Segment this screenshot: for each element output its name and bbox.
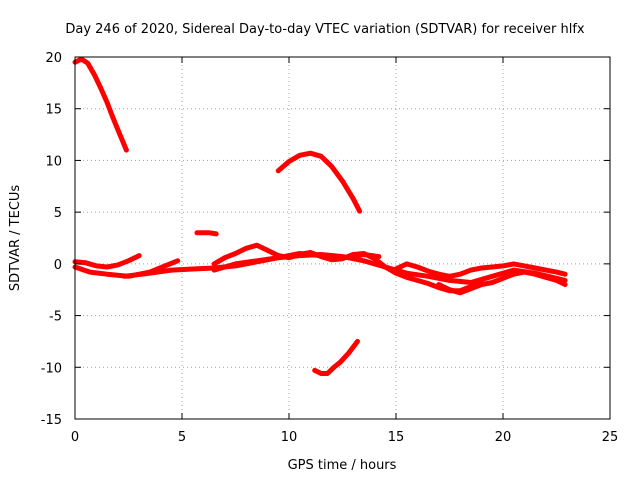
x-tick-label: 20 — [495, 430, 512, 445]
y-tick-label: 10 — [45, 154, 62, 169]
ticks — [74, 56, 611, 420]
grid — [75, 57, 610, 419]
y-tick-label: -5 — [49, 310, 62, 325]
y-tick-label: 5 — [54, 206, 62, 221]
y-tick-labels: -15 -10 -5 0 5 10 15 20 — [41, 51, 62, 428]
series-layer — [72, 56, 568, 376]
series-arc-2 — [275, 150, 363, 214]
x-tick-label: 10 — [281, 430, 298, 445]
x-tick-label: 5 — [178, 430, 186, 445]
x-tick-label: 25 — [602, 430, 619, 445]
series-arc-3 — [194, 230, 219, 237]
y-tick-label: -15 — [41, 413, 62, 428]
series-arc-9 — [211, 252, 568, 285]
x-tick-label: 15 — [388, 430, 405, 445]
series-arc-5 — [72, 253, 142, 270]
y-axis-title: SDTVAR / TECUs — [8, 185, 23, 292]
x-tick-labels: 0 5 10 15 20 25 — [71, 430, 618, 445]
series-arc-1 — [72, 56, 129, 153]
series-arc-4 — [312, 338, 360, 376]
y-tick-label: -10 — [41, 361, 62, 376]
y-tick-label: 20 — [45, 51, 62, 66]
series-arc-11 — [436, 269, 568, 296]
plot-frame — [74, 56, 611, 420]
y-tick-label: 0 — [54, 258, 62, 273]
x-axis-title: GPS time / hours — [288, 458, 397, 473]
x-tick-label: 0 — [71, 430, 79, 445]
series-arc-10 — [393, 261, 568, 279]
chart-title: Day 246 of 2020, Sidereal Day-to-day VTE… — [65, 22, 585, 37]
y-tick-label: 15 — [45, 103, 62, 118]
